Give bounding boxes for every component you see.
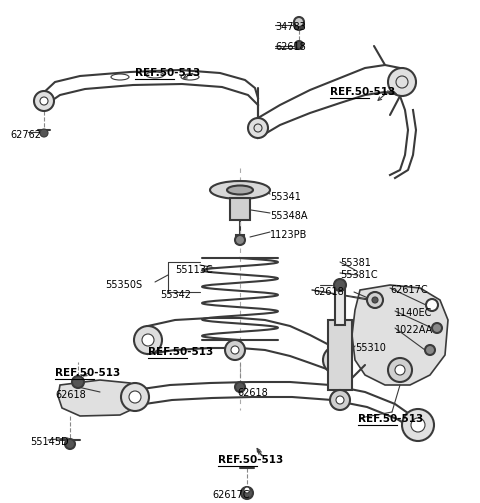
Bar [236, 235, 244, 243]
Text: 62618: 62618 [237, 388, 268, 398]
Ellipse shape [294, 17, 304, 27]
Circle shape [134, 326, 162, 354]
Text: REF.50-513: REF.50-513 [218, 455, 283, 465]
Circle shape [372, 297, 378, 303]
Circle shape [241, 487, 253, 499]
Circle shape [72, 376, 84, 388]
Text: 55348A: 55348A [270, 211, 308, 221]
Ellipse shape [146, 72, 164, 78]
Circle shape [411, 418, 425, 432]
Text: 62618: 62618 [313, 287, 344, 297]
Circle shape [295, 41, 303, 49]
Circle shape [129, 391, 141, 403]
Circle shape [142, 334, 154, 346]
Ellipse shape [181, 74, 199, 80]
Text: 62762: 62762 [10, 130, 41, 140]
Bar [328, 320, 352, 390]
Text: 55113C: 55113C [175, 265, 213, 275]
Circle shape [388, 68, 416, 96]
Bar [230, 198, 250, 220]
Circle shape [248, 118, 268, 138]
Circle shape [294, 20, 304, 30]
Circle shape [367, 292, 383, 308]
Ellipse shape [227, 186, 253, 195]
Ellipse shape [210, 181, 270, 199]
Circle shape [65, 439, 75, 449]
Circle shape [323, 346, 351, 374]
Text: 62617C: 62617C [390, 285, 428, 295]
Circle shape [235, 382, 245, 392]
Circle shape [388, 358, 412, 382]
Circle shape [331, 354, 343, 366]
Circle shape [40, 129, 48, 137]
Text: 34783: 34783 [275, 22, 306, 32]
Bar [335, 290, 345, 325]
Circle shape [40, 97, 48, 105]
Circle shape [395, 365, 405, 375]
Text: REF.50-513: REF.50-513 [330, 87, 395, 97]
Text: 62618: 62618 [275, 42, 306, 52]
Circle shape [34, 91, 54, 111]
Circle shape [425, 345, 435, 355]
Circle shape [402, 409, 434, 441]
Text: 1140EC: 1140EC [395, 308, 432, 318]
Circle shape [330, 390, 350, 410]
Circle shape [426, 299, 438, 311]
Circle shape [121, 383, 149, 411]
Circle shape [235, 235, 245, 245]
Circle shape [336, 396, 344, 404]
Circle shape [225, 340, 245, 360]
Text: 55350S: 55350S [105, 280, 142, 290]
Polygon shape [58, 380, 140, 416]
Text: 62617C: 62617C [212, 490, 250, 500]
Text: REF.50-513: REF.50-513 [135, 68, 200, 78]
Text: 55342: 55342 [160, 290, 191, 300]
Text: 62618: 62618 [55, 390, 86, 400]
Text: 1022AA: 1022AA [395, 325, 433, 335]
Text: 1123PB: 1123PB [270, 230, 307, 240]
Text: 55341: 55341 [270, 192, 301, 202]
Text: 55381C: 55381C [340, 270, 378, 280]
Text: REF.50-513: REF.50-513 [55, 368, 120, 378]
Text: 55310: 55310 [355, 343, 386, 353]
Circle shape [432, 323, 442, 333]
Text: REF.50-513: REF.50-513 [148, 347, 213, 357]
Polygon shape [352, 285, 448, 385]
Circle shape [231, 346, 239, 354]
Text: REF.50-513: REF.50-513 [358, 414, 423, 424]
Text: 55381: 55381 [340, 258, 371, 268]
Text: 55145D: 55145D [30, 437, 69, 447]
Circle shape [334, 279, 346, 291]
Ellipse shape [111, 74, 129, 80]
Circle shape [244, 487, 250, 493]
